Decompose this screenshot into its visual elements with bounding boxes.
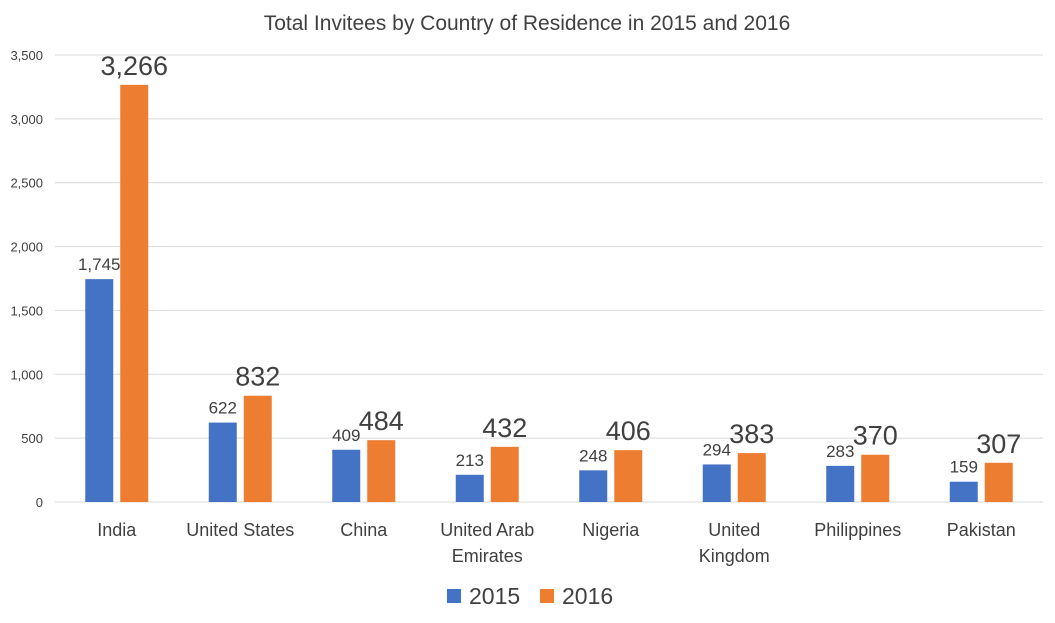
x-tick-label-india: India	[97, 520, 137, 540]
data-label-2016-philippines: 370	[853, 421, 898, 451]
y-tick-label: 3,000	[10, 112, 43, 127]
x-tick-label-united-states: United States	[186, 520, 294, 540]
bar-2016-united-kingdom	[737, 453, 766, 502]
data-label-2016-nigeria: 406	[606, 416, 651, 446]
y-tick-label: 500	[21, 431, 43, 446]
bar-2016-nigeria	[614, 450, 643, 502]
data-label-2015-pakistan: 159	[950, 458, 978, 477]
data-label-2016-united-states: 832	[235, 362, 280, 392]
data-label-2016-united-arab-emirates: 432	[482, 413, 527, 443]
bar-2015-china	[332, 449, 361, 502]
bar-2016-united-arab-emirates	[490, 446, 519, 502]
legend: 2015 2016	[447, 583, 613, 609]
bar-2015-india	[85, 279, 114, 502]
x-axis-ticks: India United States China United Arab Emirat…	[97, 520, 1016, 566]
x-tick-label-united-kingdom: Kingdom	[699, 546, 770, 566]
bar-2015-united-states	[208, 422, 237, 502]
data-label-2015-india: 1,745	[78, 255, 121, 274]
data-label-2016-india: 3,266	[100, 51, 168, 81]
data-label-2016-china: 484	[359, 406, 404, 436]
data-label-2015-nigeria: 248	[579, 446, 607, 465]
y-axis-ticks: 0 500 1,000 1,500 2,000 2,500 3,000 3,500	[10, 48, 43, 510]
legend-swatch-2016	[540, 589, 554, 603]
data-label-2015-philippines: 283	[826, 442, 854, 461]
bar-2016-united-states	[243, 395, 272, 502]
bar-2015-united-kingdom	[702, 464, 731, 502]
data-label-2016-united-kingdom: 383	[729, 419, 774, 449]
x-tick-label-philippines: Philippines	[814, 520, 901, 540]
y-tick-label: 1,000	[10, 367, 43, 382]
y-tick-label: 3,500	[10, 48, 43, 63]
data-label-2016-pakistan: 307	[976, 429, 1021, 459]
x-tick-label-nigeria: Nigeria	[582, 520, 640, 540]
y-tick-label: 2,000	[10, 240, 43, 255]
data-label-2015-united-states: 622	[209, 399, 237, 418]
data-label-2015-united-arab-emirates: 213	[456, 451, 484, 470]
data-label-2015-china: 409	[332, 426, 360, 445]
chart-title: Total Invitees by Country of Residence i…	[264, 12, 791, 35]
y-tick-label: 1,500	[10, 303, 43, 318]
bars	[85, 84, 1013, 503]
legend-label-2016: 2016	[562, 583, 613, 609]
y-tick-label: 0	[36, 495, 43, 510]
x-tick-label-china: China	[340, 520, 388, 540]
data-label-2015-united-kingdom: 294	[703, 440, 731, 459]
bar-2015-pakistan	[949, 481, 978, 502]
bar-2015-united-arab-emirates	[455, 474, 484, 502]
bar-2015-philippines	[826, 465, 855, 502]
legend-label-2015: 2015	[469, 583, 520, 609]
x-tick-label-united-kingdom: United	[708, 520, 760, 540]
x-tick-label-pakistan: Pakistan	[947, 520, 1016, 540]
y-tick-label: 2,500	[10, 176, 43, 191]
legend-swatch-2015	[447, 589, 461, 603]
x-tick-label-united-arab-emirates: United Arab	[440, 520, 534, 540]
bar-2016-china	[367, 440, 396, 502]
x-tick-label-united-arab-emirates: Emirates	[452, 546, 523, 566]
bar-2016-india	[120, 84, 149, 503]
bar-2016-philippines	[861, 454, 890, 502]
bar-2015-nigeria	[579, 470, 608, 502]
bar-2016-pakistan	[984, 462, 1013, 502]
